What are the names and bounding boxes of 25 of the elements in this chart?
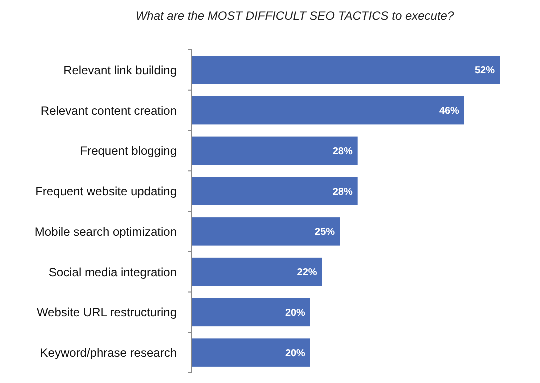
y-tick-label: Relevant content creation xyxy=(40,104,177,118)
data-label: 28% xyxy=(332,186,353,198)
bar xyxy=(192,96,464,125)
bar xyxy=(192,56,500,84)
bar xyxy=(192,258,322,286)
data-label: 20% xyxy=(285,308,306,319)
bar xyxy=(192,136,358,166)
y-tick-label: Frequent blogging xyxy=(80,144,177,158)
y-tick-label: Frequent website updating xyxy=(36,184,177,199)
y-tick-label: Relevant link building xyxy=(64,63,177,78)
y-tick-label: Mobile search optimization xyxy=(34,224,177,239)
y-tick-label: Website URL restructuring xyxy=(36,306,177,320)
bar xyxy=(192,298,310,327)
data-label: 46% xyxy=(439,106,460,118)
data-label: 25% xyxy=(315,227,336,238)
bar xyxy=(192,177,358,206)
data-label: 52% xyxy=(474,66,496,77)
bar xyxy=(192,218,340,246)
chart-title: What are the MOST DIFFICULT SEO TACTICS to execute? xyxy=(136,9,454,23)
bar xyxy=(192,338,310,367)
y-tick-label: Social media integration xyxy=(48,265,177,280)
data-label: 22% xyxy=(297,268,318,279)
data-label: 28% xyxy=(332,146,353,158)
y-tick-label: Keyword/phrase research xyxy=(40,346,177,360)
data-label: 20% xyxy=(285,348,306,360)
